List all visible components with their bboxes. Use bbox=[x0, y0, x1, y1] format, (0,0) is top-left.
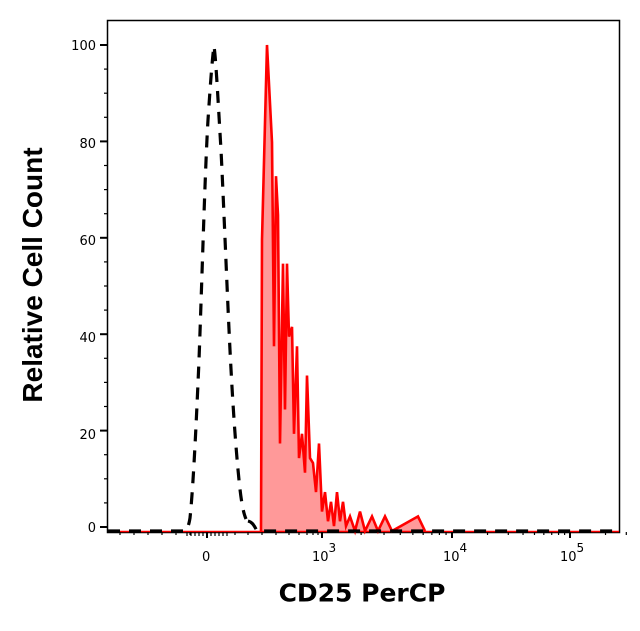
x-tick-base: 10 bbox=[443, 550, 460, 565]
x-tick-label-1e5: 105 bbox=[560, 541, 584, 565]
isotype-control-line bbox=[108, 45, 619, 533]
x-tick-label-1e3: 103 bbox=[312, 541, 336, 565]
x-tick-base: 10 bbox=[560, 550, 577, 565]
y-axis-label: Relative Cell Count bbox=[17, 147, 48, 403]
cd25-histogram-line bbox=[259, 44, 427, 536]
y-tick-label-20: 20 bbox=[79, 428, 96, 443]
x-tick-exp: 4 bbox=[460, 541, 468, 555]
y-tick-label-80: 80 bbox=[79, 137, 96, 152]
x-tick-label-1e4: 104 bbox=[443, 541, 467, 565]
x-tick-exp: 3 bbox=[329, 541, 337, 555]
y-tick-labels: 0 20 40 60 80 100 bbox=[71, 39, 96, 536]
cd25-histogram-fill bbox=[261, 45, 425, 531]
y-tick-label-60: 60 bbox=[79, 234, 96, 249]
y-tick-label-100: 100 bbox=[71, 39, 96, 54]
y-axis-ticks bbox=[100, 44, 108, 528]
y-tick-label-0: 0 bbox=[88, 521, 96, 536]
y-tick-label-40: 40 bbox=[79, 331, 96, 346]
x-tick-exp: 5 bbox=[577, 541, 585, 555]
x-tick-label-0: 0 bbox=[202, 550, 210, 565]
x-tick-base: 10 bbox=[312, 550, 329, 565]
x-axis-ticks bbox=[119, 532, 627, 538]
plot-frame bbox=[106, 19, 621, 534]
x-tick-labels: 0 103 104 105 bbox=[202, 541, 584, 565]
x-axis-label: CD25 PerCP bbox=[278, 578, 446, 608]
